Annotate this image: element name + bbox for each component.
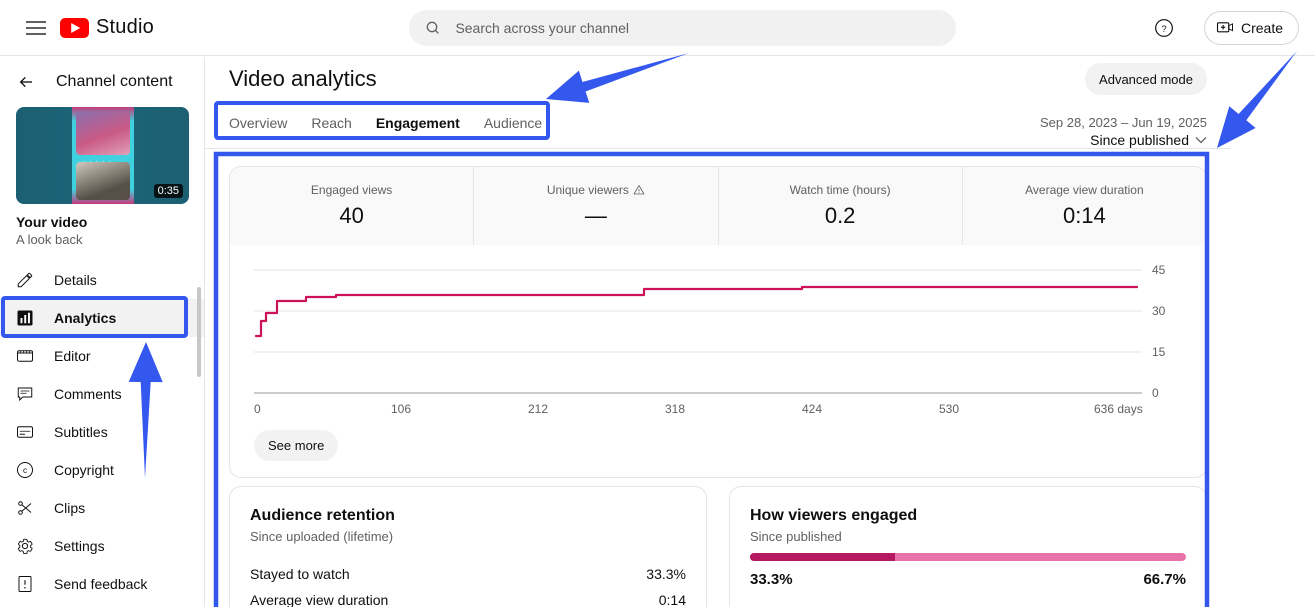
svg-text:530: 530 bbox=[939, 402, 959, 416]
svg-text:636 days: 636 days bbox=[1094, 402, 1143, 416]
svg-text:318: 318 bbox=[665, 402, 685, 416]
svg-text:45: 45 bbox=[1152, 265, 1166, 277]
svg-text:0: 0 bbox=[254, 402, 261, 416]
svg-text:15: 15 bbox=[1152, 345, 1166, 359]
svg-text:106: 106 bbox=[391, 402, 411, 416]
svg-text:0: 0 bbox=[1152, 386, 1159, 400]
svg-text:30: 30 bbox=[1152, 304, 1166, 318]
svg-text:c: c bbox=[23, 466, 27, 475]
svg-text:424: 424 bbox=[802, 402, 822, 416]
svg-text:212: 212 bbox=[528, 402, 548, 416]
svg-text:?: ? bbox=[1161, 23, 1166, 33]
